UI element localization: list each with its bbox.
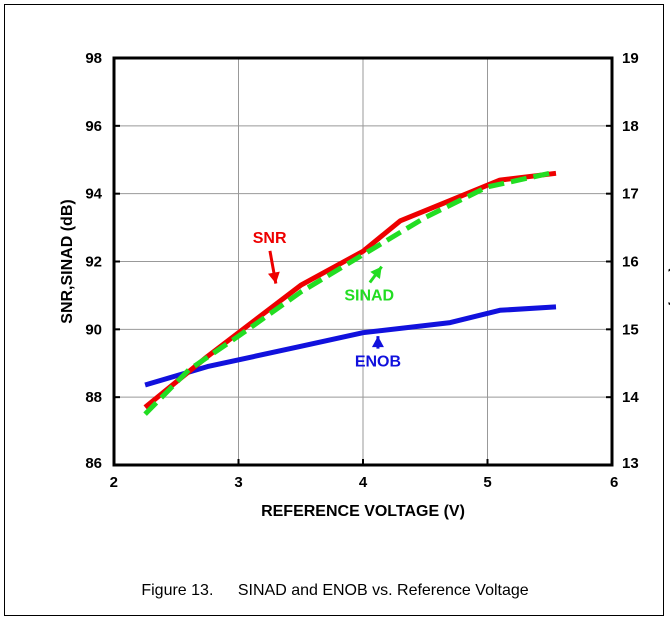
annotation-arrowhead: [267, 271, 280, 284]
y2-tick-label: 17: [622, 186, 639, 203]
annotation-enob: ENOB: [355, 354, 401, 371]
caption-text: SINAD and ENOB vs. Reference Voltage: [237, 582, 529, 599]
y-tick-label: 96: [85, 118, 102, 135]
x-tick-label: 3: [234, 474, 242, 491]
x-tick-label: 4: [359, 474, 368, 491]
y-tick-label: 94: [85, 186, 102, 203]
annotation-sinad: SINAD: [344, 288, 394, 305]
chart: 2 3 4 5 6 86 88 90 92 94 96 98 13 14 15 16 17 18 19 REFEREN…: [59, 50, 670, 520]
y-tick-label: 88: [85, 389, 102, 406]
y2-axis-title: ENOB (Bits): [668, 216, 670, 308]
figure-caption: Figure 13. SINAD and ENOB vs. Reference …: [0, 582, 670, 600]
annotation-arrowhead: [370, 266, 382, 279]
y-tick-label: 90: [85, 321, 102, 338]
x-tick-label: 2: [110, 474, 118, 491]
series-line-enob: [144, 304, 557, 388]
annotation-arrowhead: [371, 336, 384, 348]
caption-figure-number: Figure 13.: [141, 582, 214, 599]
annotation-snr: SNR: [253, 230, 287, 247]
x-tick-label: 5: [483, 474, 491, 491]
y-tick-label: 92: [85, 254, 102, 271]
series-line-sinad: [143, 170, 551, 416]
y-axis-title: SNR,SINAD (dB): [59, 199, 76, 323]
y2-tick-label: 16: [622, 254, 639, 271]
x-tick-label: 6: [610, 474, 618, 491]
y2-tick-label: 18: [622, 118, 639, 135]
y2-tick-label: 14: [622, 389, 639, 406]
x-axis-title: REFERENCE VOLTAGE (V): [261, 503, 465, 520]
y2-tick-label: 13: [622, 455, 639, 472]
figure-frame: [4, 4, 664, 616]
y2-tick-label: 15: [622, 321, 639, 338]
y-tick-label: 86: [85, 455, 102, 472]
y-tick-label: 98: [85, 50, 102, 67]
y2-tick-label: 19: [622, 50, 639, 67]
